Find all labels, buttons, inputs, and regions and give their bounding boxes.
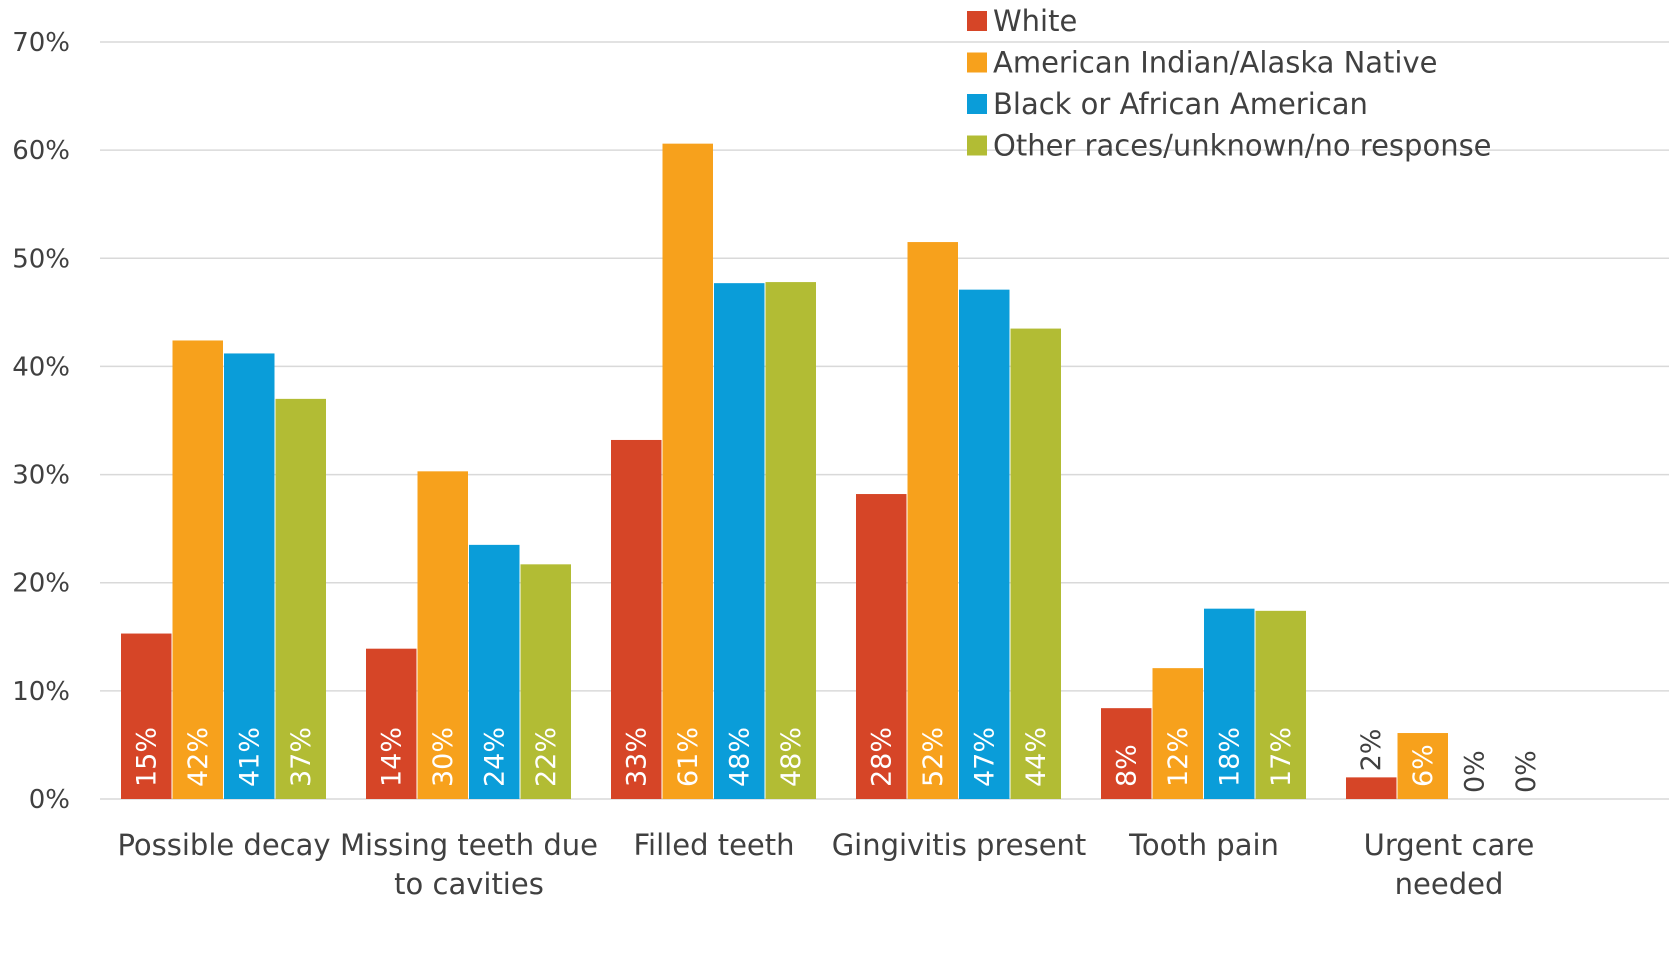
y-tick-label: 30% [12, 461, 70, 491]
bar [1010, 328, 1061, 799]
legend-label: Other races/unknown/no response [993, 129, 1492, 163]
data-label: 8% [1111, 744, 1142, 787]
bar [366, 648, 417, 799]
data-label: 48% [776, 727, 807, 787]
y-tick-label: 60% [12, 136, 70, 166]
bar [121, 633, 172, 799]
y-tick-label: 50% [12, 244, 70, 274]
data-label: 6% [1408, 744, 1439, 787]
bar [1204, 608, 1255, 799]
y-tick-label: 70% [12, 28, 70, 58]
data-labels: 15% 14% 33% 28% 8% 2% 42% 30% 61% 52% 12% 6% 41% 24% 4… [131, 727, 1542, 793]
y-axis-tick-labels: 0% 10% 20% 30% 40% 50% 60% 70% [12, 28, 70, 815]
legend-label: White [993, 4, 1077, 38]
bar [172, 340, 223, 799]
data-label: 14% [376, 727, 407, 787]
bar [856, 494, 907, 799]
x-axis-category-labels: Possible decay Missing teeth due to caviti… [117, 828, 1534, 901]
legend: White American Indian/Alaska Native Black … [967, 4, 1492, 163]
data-label: 41% [234, 727, 265, 787]
bar [275, 398, 326, 799]
y-tick-label: 40% [12, 352, 70, 382]
bar [417, 471, 468, 799]
x-category-label: Tooth pain [1128, 828, 1279, 862]
data-label: 48% [724, 727, 755, 787]
bar [611, 439, 662, 799]
data-label: 61% [673, 727, 704, 787]
bar [1346, 777, 1397, 799]
data-label: 47% [969, 727, 1000, 787]
bar [765, 282, 816, 799]
bars [121, 143, 1448, 800]
data-label: 33% [621, 727, 652, 787]
data-label: 37% [286, 727, 317, 787]
bar [1397, 733, 1448, 799]
data-label: 44% [1021, 727, 1052, 787]
data-label: 42% [183, 727, 214, 787]
data-label: 22% [531, 727, 562, 787]
bar [714, 283, 765, 799]
legend-swatch [967, 94, 987, 114]
bar [224, 353, 275, 799]
bar [907, 242, 958, 800]
data-label: 0% [1511, 750, 1542, 793]
data-label: 52% [918, 727, 949, 787]
data-label: 24% [479, 727, 510, 787]
data-label: 0% [1459, 750, 1490, 793]
x-category-label: Possible decay [117, 828, 330, 862]
x-category-label: Gingivitis present [832, 828, 1087, 862]
bar [1152, 668, 1203, 799]
bar [662, 143, 713, 799]
legend-swatch [967, 135, 987, 156]
data-label: 2% [1356, 729, 1387, 772]
data-label: 30% [428, 727, 459, 787]
x-category-label: Missing teeth due to cavities [340, 828, 598, 901]
bar [1101, 708, 1152, 799]
legend-swatch [967, 11, 987, 31]
bar [1255, 610, 1306, 799]
bar [959, 289, 1010, 799]
legend-label: Black or African American [993, 87, 1368, 121]
x-category-label: Filled teeth [633, 828, 794, 862]
data-label: 18% [1214, 727, 1245, 787]
data-label: 15% [131, 727, 162, 787]
legend-label: American Indian/Alaska Native [993, 46, 1438, 80]
bar [469, 544, 520, 799]
y-tick-label: 0% [29, 785, 70, 815]
data-label: 28% [866, 727, 897, 787]
y-tick-label: 20% [12, 569, 70, 599]
y-tick-label: 10% [12, 677, 70, 707]
legend-swatch [967, 52, 987, 73]
data-label: 17% [1266, 727, 1297, 787]
x-category-label: Urgent care needed [1364, 828, 1535, 901]
bar [520, 564, 571, 799]
data-label: 12% [1163, 727, 1194, 787]
